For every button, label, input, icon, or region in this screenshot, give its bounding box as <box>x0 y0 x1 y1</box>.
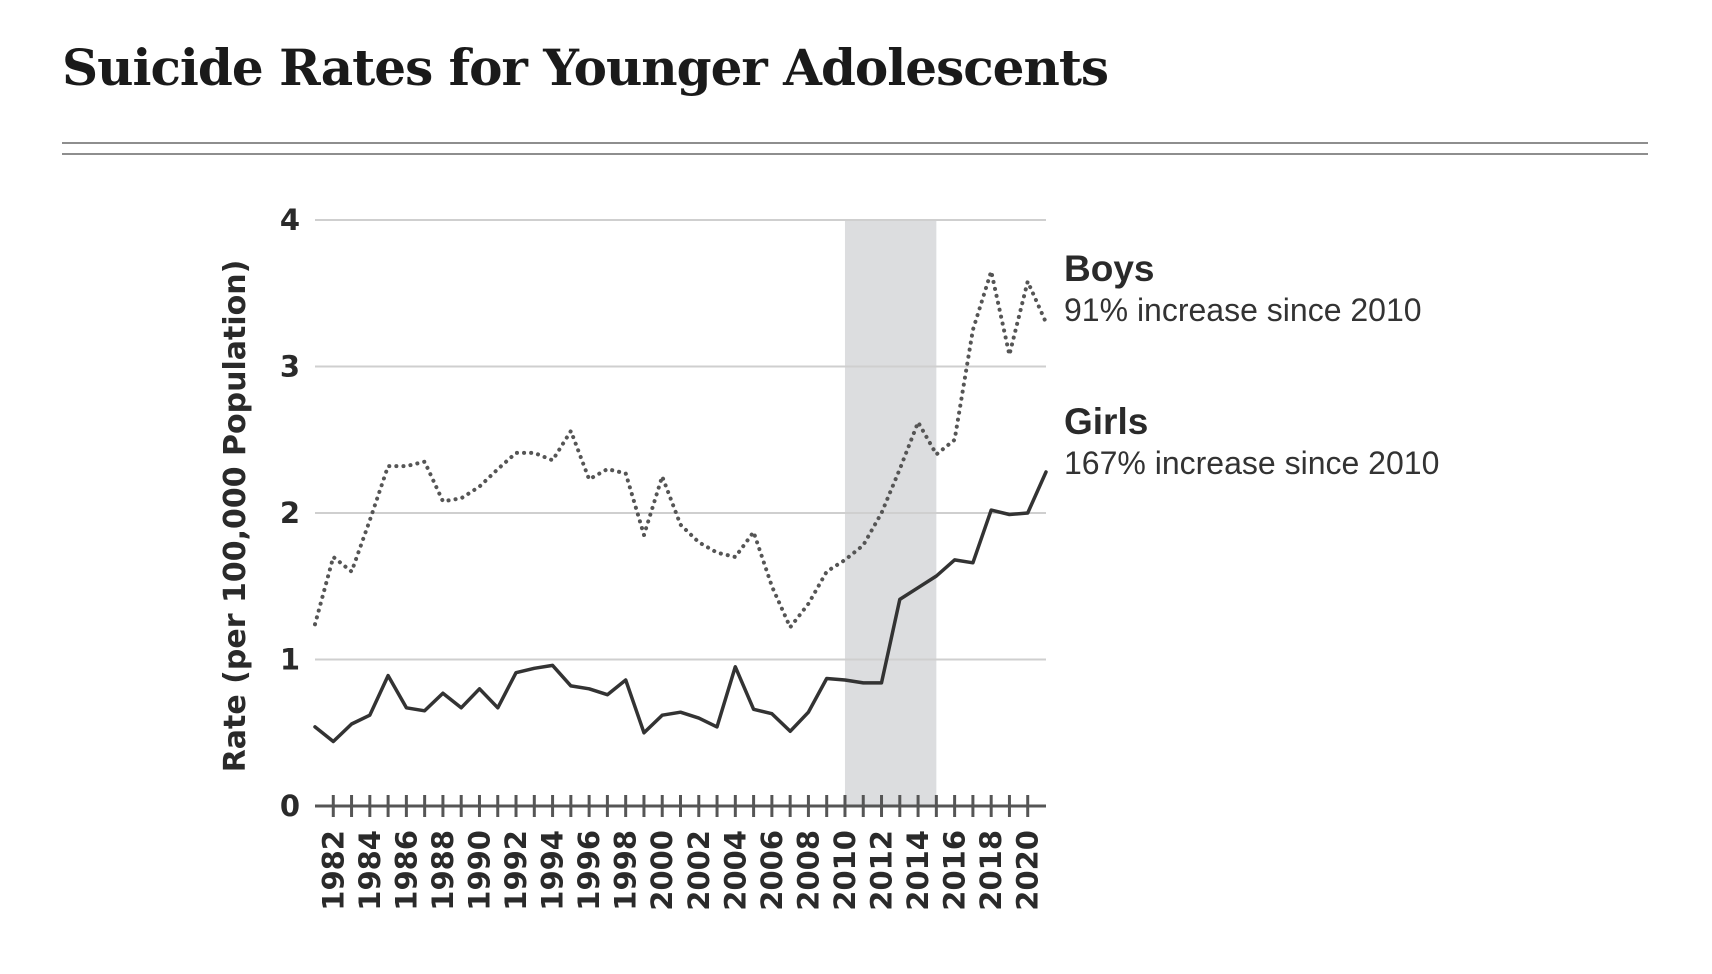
x-tick-label-2006: 2006 <box>755 830 789 911</box>
y-tick-label-0: 0 <box>280 789 300 823</box>
page-title: Suicide Rates for Younger Adolescents <box>62 38 1109 97</box>
y-axis-ticks: 0 1 2 3 4 <box>280 203 300 823</box>
x-tick-label-2020: 2020 <box>1011 830 1045 911</box>
x-tick-label-2016: 2016 <box>938 830 972 911</box>
boys-series-label: Boys <box>1064 248 1155 289</box>
x-tick-label-2008: 2008 <box>791 830 825 911</box>
title-divider-bottom <box>62 153 1648 155</box>
x-tick-label-2004: 2004 <box>718 830 752 911</box>
x-tick-label-1990: 1990 <box>462 830 496 911</box>
series-line-boys <box>313 269 1048 630</box>
y-tick-label-1: 1 <box>280 643 300 677</box>
y-axis-label: Rate (per 100,000 Population) <box>218 260 253 773</box>
x-tick-label-2010: 2010 <box>828 830 862 911</box>
boys-annotation: Boys 91% increase since 2010 <box>1064 248 1422 330</box>
y-tick-label-4: 4 <box>280 203 300 237</box>
series-lines <box>313 269 1048 744</box>
y-tick-label-2: 2 <box>280 496 300 530</box>
series-line-girls <box>313 470 1048 744</box>
x-tick-label-2018: 2018 <box>974 830 1008 911</box>
x-axis <box>315 795 1046 817</box>
boys-series-note: 91% increase since 2010 <box>1064 292 1422 328</box>
title-divider-top <box>62 142 1648 144</box>
gridlines <box>315 219 1046 661</box>
x-tick-label-2014: 2014 <box>901 830 935 911</box>
x-axis-tick-labels: 1982 1984 1986 1988 1990 1992 1994 1996 1998 2000… <box>316 830 1044 911</box>
x-tick-label-2012: 2012 <box>865 830 899 911</box>
x-tick-label-2002: 2002 <box>682 830 716 911</box>
x-tick-label-1984: 1984 <box>353 830 387 911</box>
x-tick-label-2000: 2000 <box>645 830 679 911</box>
x-tick-label-1994: 1994 <box>536 830 570 911</box>
girls-series-note: 167% increase since 2010 <box>1064 445 1440 481</box>
y-tick-label-3: 3 <box>280 350 300 384</box>
girls-annotation: Girls 167% increase since 2010 <box>1064 401 1439 483</box>
x-tick-label-1992: 1992 <box>499 830 533 911</box>
x-tick-label-1982: 1982 <box>316 830 350 911</box>
x-tick-label-1998: 1998 <box>609 830 643 911</box>
girls-series-label: Girls <box>1064 401 1149 442</box>
x-tick-label-1996: 1996 <box>572 830 606 911</box>
x-tick-label-1988: 1988 <box>426 830 460 911</box>
x-tick-label-1986: 1986 <box>389 830 423 911</box>
